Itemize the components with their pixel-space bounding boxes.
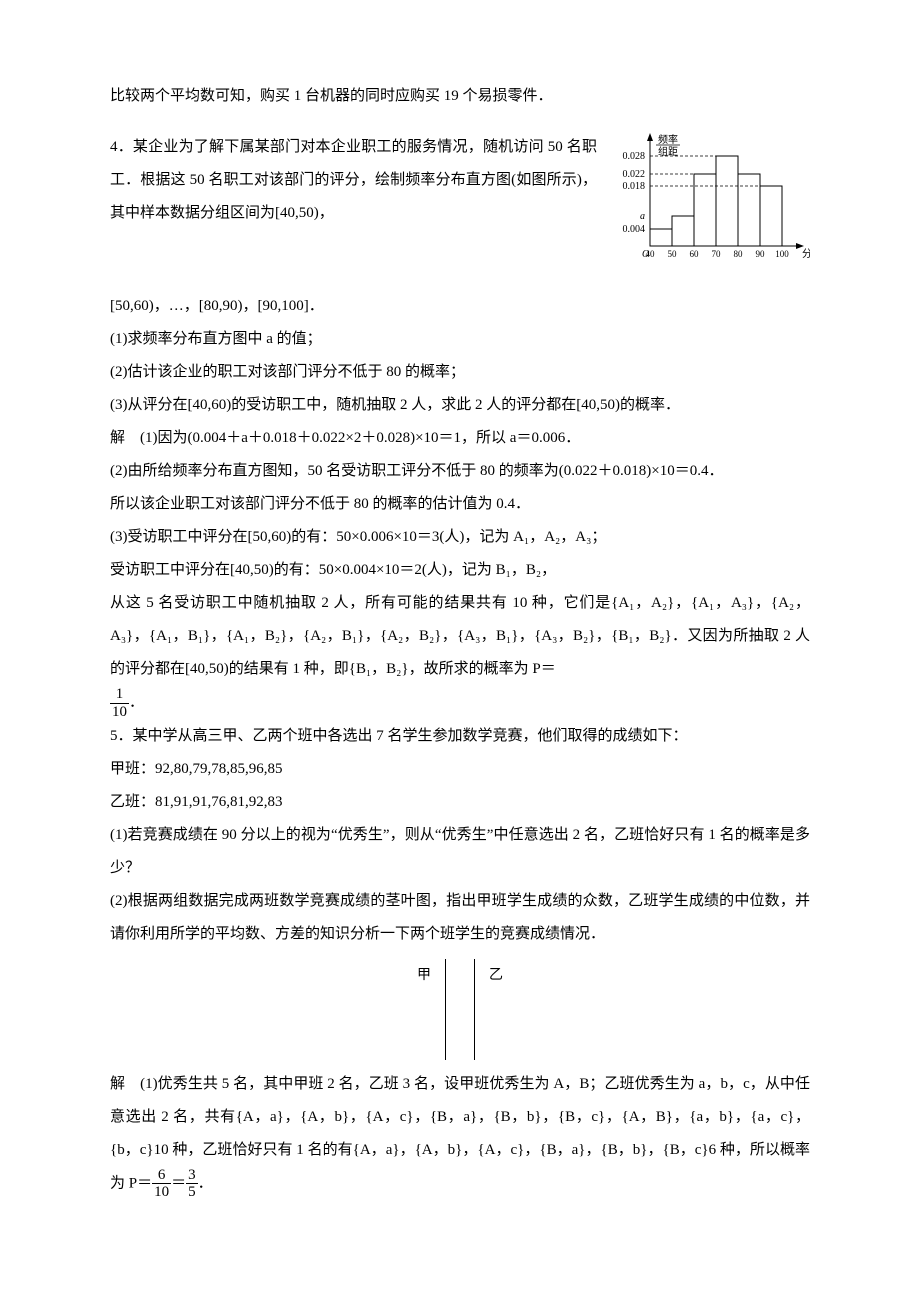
q5-yi: 乙班：81,91,91,76,81,92,83	[110, 786, 810, 819]
q4-part2: (2)估计该企业的职工对该部门评分不低于 80 的概率；	[110, 356, 810, 389]
q4-part3: (3)从评分在[40,60)的受访职工中，随机抽取 2 人，求此 2 人的评分都…	[110, 389, 810, 422]
frac-6-10: 6 10	[152, 1167, 171, 1201]
q4-ans1: 解 (1)因为(0.004＋a＋0.018＋0.022×2＋0.028)×10＝…	[110, 422, 810, 455]
q5-part1: (1)若竞赛成绩在 90 分以上的视为“优秀生”，则从“优秀生”中任意选出 2 …	[110, 819, 810, 885]
frac-1-10: 1 10	[110, 686, 129, 720]
svg-text:90: 90	[756, 249, 766, 259]
top-remark: 比较两个平均数可知，购买 1 台机器的同时应购买 19 个易损零件．	[110, 80, 810, 113]
q5-jia: 甲班：92,80,79,78,85,96,85	[110, 753, 810, 786]
q4-stem-b: [50,60)，…，[80,90)，[90,100]．	[110, 290, 810, 323]
q5-ans1-tail: ．	[198, 1175, 213, 1191]
q4-ans3c-text: 从这 5 名受访职工中随机抽取 2 人，所有可能的结果共有 10 种，它们是{A…	[110, 595, 810, 677]
frac-den: 10	[152, 1184, 171, 1201]
svg-text:分数: 分数	[802, 247, 810, 260]
svg-text:70: 70	[712, 249, 722, 259]
svg-text:0.004: 0.004	[623, 224, 646, 235]
q4-ans3-tail: ．	[129, 694, 144, 710]
spacer	[110, 113, 810, 131]
svg-text:a: a	[640, 211, 645, 222]
svg-text:80: 80	[734, 249, 744, 259]
svg-text:100: 100	[775, 249, 789, 259]
stemleaf-head-mid	[446, 959, 475, 994]
svg-text:40: 40	[646, 249, 656, 259]
svg-text:0.022: 0.022	[623, 169, 646, 180]
svg-text:频率: 频率	[658, 133, 678, 146]
svg-text:0.028: 0.028	[623, 151, 646, 162]
svg-text:60: 60	[690, 249, 700, 259]
q5-eq: ＝	[171, 1175, 186, 1191]
q4-ans2: (2)由所给频率分布直方图知，50 名受访职工评分不低于 80 的频率为(0.0…	[110, 455, 810, 488]
q4-ans3b: 受访职工中评分在[40,50)的有：50×0.004×10＝2(人)，记为 B₁…	[110, 554, 810, 587]
q5-part2: (2)根据两组数据完成两班数学竞赛成绩的茎叶图，指出甲班学生成绩的众数，乙班学生…	[110, 885, 810, 951]
q5-ans1: 解 (1)优秀生共 5 名，其中甲班 2 名，乙班 3 名，设甲班优秀生为 A，…	[110, 1068, 810, 1201]
histogram-svg: 频率组距0.0280.0220.018a0.004O40506070809010…	[605, 131, 810, 271]
stem-leaf-diagram: 甲 乙	[110, 959, 810, 1060]
frac-num: 6	[152, 1167, 171, 1185]
q4-ans3c: 从这 5 名受访职工中随机抽取 2 人，所有可能的结果共有 10 种，它们是{A…	[110, 587, 810, 686]
q4-ans3-frac-line: 1 10 ．	[110, 686, 810, 720]
stemleaf-head-jia: 甲	[403, 959, 446, 994]
q4-part1: (1)求频率分布直方图中 a 的值；	[110, 323, 810, 356]
frac-num: 3	[186, 1167, 198, 1185]
q5-stem: 5．某中学从高三甲、乙两个班中各选出 7 名学生参加数学竞赛，他们取得的成绩如下…	[110, 720, 810, 753]
q5-ans1-text: 解 (1)优秀生共 5 名，其中甲班 2 名，乙班 3 名，设甲班优秀生为 A，…	[110, 1076, 810, 1191]
histogram-figure: 频率组距0.0280.0220.018a0.004O40506070809010…	[605, 131, 810, 284]
q4-ans2b: 所以该企业职工对该部门评分不低于 80 的概率的估计值为 0.4．	[110, 488, 810, 521]
stemleaf-head-yi: 乙	[475, 959, 518, 994]
frac-num: 1	[110, 686, 129, 704]
frac-den: 5	[186, 1184, 198, 1201]
svg-text:0.018: 0.018	[623, 181, 646, 192]
frac-den: 10	[110, 704, 129, 721]
q4-ans3a: (3)受访职工中评分在[50,60)的有：50×0.006×10＝3(人)，记为…	[110, 521, 810, 554]
svg-text:50: 50	[668, 249, 678, 259]
frac-3-5: 3 5	[186, 1167, 198, 1201]
